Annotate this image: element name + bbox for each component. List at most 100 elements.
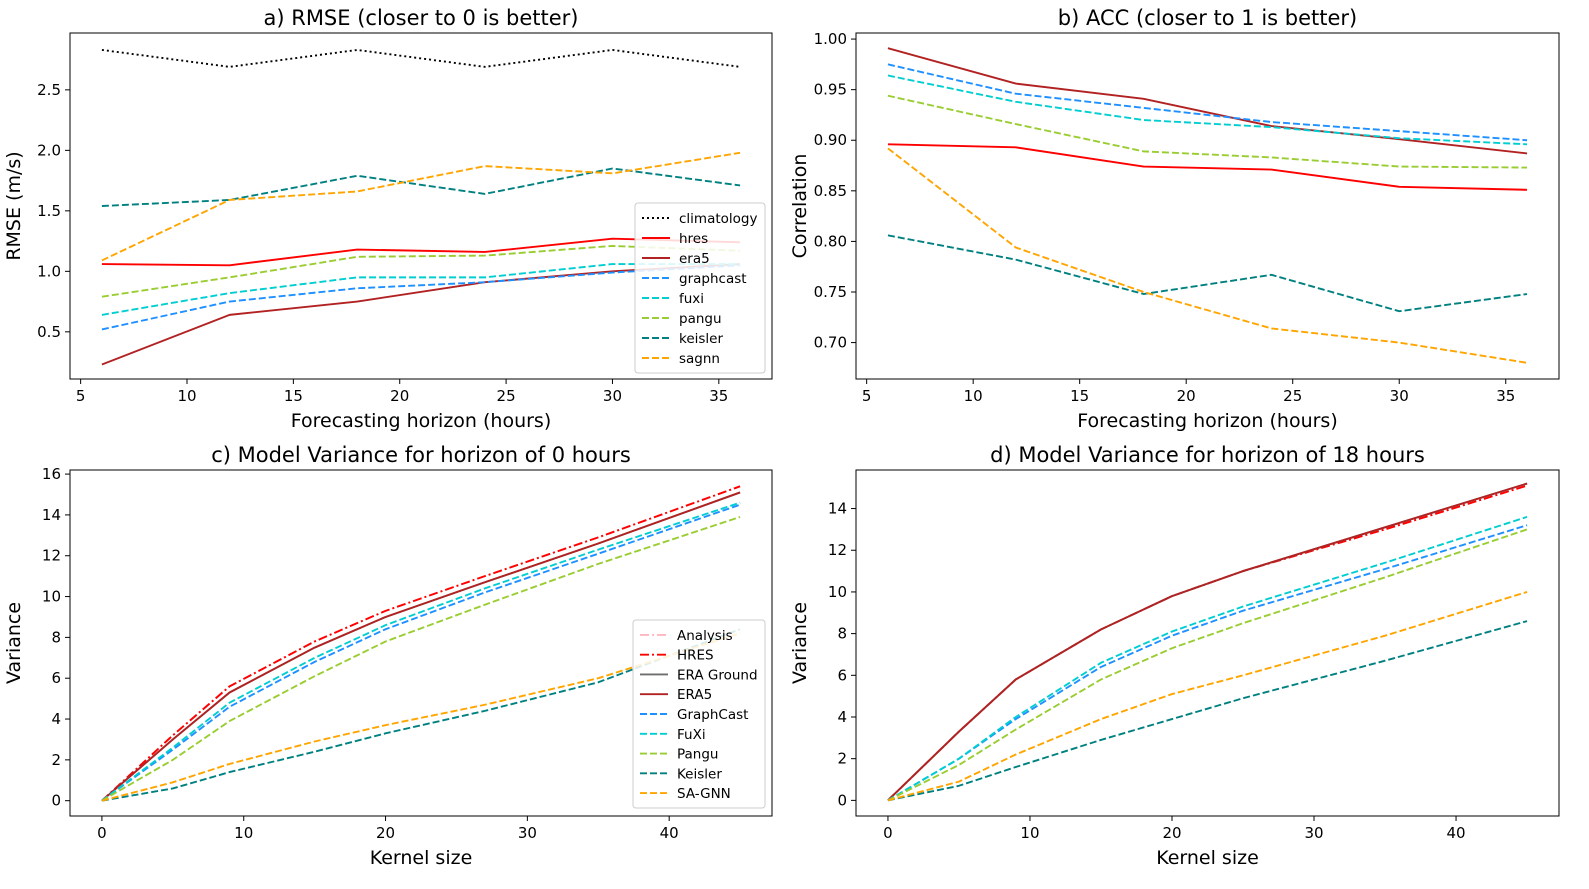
- legend-label: ERA5: [677, 687, 712, 703]
- legend-label: Analysis: [677, 628, 733, 644]
- subplot-1: a) RMSE (closer to 0 is better) Forecasti…: [3, 6, 773, 432]
- y-tick-label: 0.80: [814, 232, 847, 250]
- legend-label: Keisler: [677, 766, 722, 782]
- series-group: [887, 47, 1528, 364]
- series-group: [887, 482, 1528, 802]
- subplot-3: c) Model Variance for horizon of 0 hours…: [3, 443, 773, 869]
- y-tick-label: 12: [828, 541, 847, 559]
- y-tick-label: 8: [837, 625, 847, 643]
- subplot-title: d) Model Variance for horizon of 18 hour…: [990, 443, 1425, 467]
- legend-label: era5: [679, 251, 710, 267]
- series-line-fuxi: [887, 515, 1528, 802]
- x-tick-label: 25: [1283, 387, 1302, 405]
- y-tick-label: 4: [51, 710, 61, 728]
- plot-frame: [69, 469, 773, 817]
- y-tick-label: 1.00: [814, 30, 847, 48]
- legend-box: [632, 619, 766, 809]
- series-line-hres: [101, 485, 741, 802]
- y-tick-label: 10: [828, 583, 847, 601]
- y-axis-label: Variance: [3, 602, 25, 684]
- y-tick-label: 12: [42, 547, 61, 565]
- x-tick-label: 15: [1070, 387, 1089, 405]
- x-axis-label: Kernel size: [370, 847, 473, 869]
- subplot-title: b) ACC (closer to 1 is better): [1058, 6, 1358, 30]
- subplot-title: a) RMSE (closer to 0 is better): [263, 6, 578, 30]
- legend-label: climatology: [679, 211, 757, 227]
- y-tick-label: 0: [837, 791, 847, 809]
- legend-label: hres: [679, 231, 708, 247]
- subplot-2: b) ACC (closer to 1 is better) Forecastin…: [789, 6, 1560, 432]
- series-line-analysis: [887, 484, 1528, 802]
- y-tick-label: 6: [51, 669, 61, 687]
- x-tick-label: 0: [97, 824, 107, 842]
- x-tick-label: 20: [1177, 387, 1196, 405]
- series-line-pangu: [887, 94, 1528, 169]
- y-tick-label: 10: [42, 588, 61, 606]
- x-tick-label: 15: [284, 387, 303, 405]
- x-axis-label: Forecasting horizon (hours): [291, 410, 552, 432]
- series-line-sagnn: [101, 151, 741, 262]
- x-tick-label: 10: [234, 824, 253, 842]
- series-line-hres: [101, 237, 741, 267]
- series-line-pangu: [101, 516, 741, 802]
- x-tick-label: 30: [603, 387, 622, 405]
- y-tick-label: 14: [42, 506, 61, 524]
- y-tick-label: 0.70: [814, 334, 847, 352]
- legend-label: graphcast: [679, 271, 747, 287]
- x-tick-label: 20: [376, 824, 395, 842]
- series-line-hres: [887, 143, 1528, 191]
- y-axis-label: Variance: [789, 602, 811, 684]
- legend-label: sagnn: [679, 351, 720, 367]
- x-tick-label: 20: [390, 387, 409, 405]
- y-tick-label: 0.95: [814, 81, 847, 99]
- x-tick-label: 20: [1162, 824, 1181, 842]
- y-tick-label: 1.0: [37, 262, 61, 280]
- x-tick-label: 5: [862, 387, 872, 405]
- series-line-era-ground: [887, 482, 1528, 802]
- plot-frame: [69, 32, 773, 380]
- series-line-graphcast: [887, 63, 1528, 142]
- series-line-keisler: [101, 167, 741, 207]
- series-group: [101, 485, 741, 802]
- y-tick-label: 2: [837, 750, 847, 768]
- x-axis-label: Kernel size: [1156, 847, 1259, 869]
- x-tick-label: 40: [660, 824, 679, 842]
- legend-label: fuxi: [679, 291, 704, 307]
- y-tick-label: 8: [51, 628, 61, 646]
- series-line-fuxi: [101, 501, 741, 802]
- legend-label: keisler: [679, 331, 723, 347]
- legend-label: GraphCast: [677, 707, 748, 723]
- y-tick-label: 0: [51, 792, 61, 810]
- series-line-fuxi: [887, 74, 1528, 146]
- x-tick-label: 0: [883, 824, 893, 842]
- y-tick-label: 2.0: [37, 141, 61, 159]
- series-line-fuxi: [101, 263, 741, 316]
- y-tick-label: 6: [837, 666, 847, 684]
- x-tick-label: 35: [1496, 387, 1515, 405]
- x-axis-label: Forecasting horizon (hours): [1077, 410, 1338, 432]
- legend-label: FuXi: [677, 727, 706, 743]
- series-line-sa-gnn: [887, 591, 1528, 802]
- series-line-sa-gnn: [101, 632, 741, 802]
- y-tick-label: 14: [828, 500, 847, 518]
- y-tick-label: 0.85: [814, 182, 847, 200]
- x-tick-label: 10: [1020, 824, 1039, 842]
- legend: Analysis HRES ERA Ground ERA5 GraphCast FuXi P…: [632, 619, 766, 809]
- y-axis-label: RMSE (m/s): [3, 151, 25, 260]
- subplot-4: d) Model Variance for horizon of 18 hour…: [789, 443, 1560, 869]
- series-line-sagnn: [887, 147, 1528, 364]
- x-tick-label: 10: [177, 387, 196, 405]
- y-tick-label: 0.75: [814, 283, 847, 301]
- series-line-era5: [887, 47, 1528, 155]
- y-tick-label: 1.5: [37, 202, 61, 220]
- legend-box: [634, 202, 766, 374]
- series-line-keisler: [887, 234, 1528, 313]
- subplot-title: c) Model Variance for horizon of 0 hours: [211, 443, 631, 467]
- series-line-pangu: [887, 528, 1528, 802]
- x-tick-label: 10: [964, 387, 983, 405]
- y-axis-label: Correlation: [789, 154, 811, 259]
- series-line-era5: [101, 491, 741, 802]
- plot-frame: [855, 32, 1560, 380]
- y-tick-label: 4: [837, 708, 847, 726]
